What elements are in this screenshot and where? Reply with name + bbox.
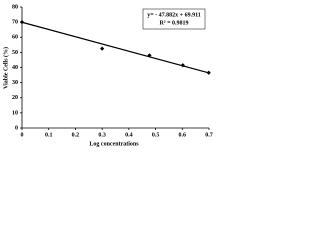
y-tick-label: 70 [12,20,18,26]
y-axis-label: Viable Cells (%) [2,47,9,89]
x-tick-label: 0.7 [205,132,213,138]
x-axis-label: Log concentrations [89,141,139,147]
y-tick-label: 80 [12,4,18,10]
data-point [19,20,25,25]
x-tick-label: 0.1 [45,132,53,138]
y-tick-label: 60 [12,35,18,41]
y-tick-label: 50 [12,50,18,56]
y-tick-label: 0 [15,125,18,131]
y-tick-label: 30 [12,80,18,86]
y-tick-label: 20 [12,95,18,101]
x-tick-label: 0.4 [125,132,133,138]
r-squared: R² = 0.9819 [159,20,188,26]
x-tick-label: 0.3 [98,132,106,138]
x-tick-label: 0 [21,132,24,138]
annotation-box [142,8,206,30]
trendline [21,21,210,74]
x-tick-label: 0.6 [179,132,187,138]
x-tick-label: 0.5 [152,132,160,138]
data-point [206,70,211,75]
y-tick-label: 40 [12,65,18,71]
data-point [100,46,105,51]
equation: y= - 47.882x + 69.911 [147,12,201,18]
chart: Viable Cells (%) Log concentrations y= -… [2,4,213,147]
data-point [180,63,185,68]
y-tick-label: 10 [12,110,18,116]
x-tick-label: 0.2 [72,132,80,138]
data-point [147,53,152,58]
